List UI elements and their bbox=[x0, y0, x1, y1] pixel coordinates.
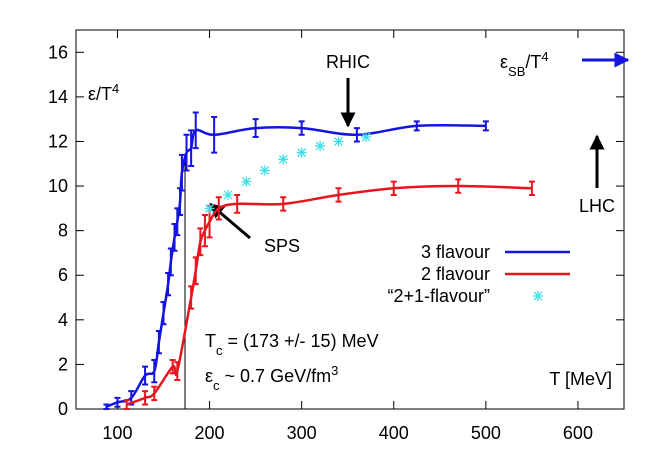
error-bar bbox=[298, 120, 305, 136]
x-tick-label: 100 bbox=[102, 423, 132, 443]
y-axis-title-text: ε/T bbox=[88, 84, 112, 104]
error-bar bbox=[188, 285, 195, 310]
error-bar bbox=[390, 180, 397, 196]
annotation-text: RHIC bbox=[326, 52, 370, 72]
error-bar bbox=[413, 120, 420, 132]
annotation: Tc = (173 +/- 15) MeV bbox=[205, 331, 379, 358]
error-bar bbox=[192, 256, 199, 286]
star-point bbox=[222, 189, 233, 200]
error-bar bbox=[174, 361, 181, 382]
y-axis-title: ε/T4 bbox=[88, 81, 119, 105]
annotation-text: LHC bbox=[579, 196, 615, 216]
star-point bbox=[361, 132, 372, 143]
star-point bbox=[315, 140, 326, 151]
error-bar bbox=[123, 399, 130, 410]
error-bar bbox=[151, 385, 158, 402]
annotation: εc ~ 0.7 GeV/fm3 bbox=[205, 363, 338, 393]
error-bar bbox=[455, 178, 462, 194]
x-tick-label: 600 bbox=[563, 423, 593, 443]
annotation-text: T bbox=[205, 331, 216, 351]
y-tick-label: 2 bbox=[58, 354, 68, 374]
y-axis-title-sup: 4 bbox=[112, 81, 119, 96]
y-tick-label: 8 bbox=[58, 221, 68, 241]
error-bar bbox=[142, 390, 149, 406]
annotation: LHC bbox=[579, 196, 615, 216]
error-bar bbox=[335, 187, 342, 203]
error-bar bbox=[192, 111, 199, 150]
error-bar bbox=[215, 196, 222, 221]
error-bar bbox=[167, 247, 174, 277]
error-bar bbox=[280, 196, 287, 212]
annotation: εSB/T4 bbox=[500, 49, 549, 79]
legend-label: 3 flavour bbox=[421, 242, 490, 262]
error-bar bbox=[211, 115, 218, 154]
error-bar bbox=[528, 180, 535, 196]
error-bar bbox=[183, 133, 190, 172]
y-tick-label: 6 bbox=[58, 265, 68, 285]
star-point bbox=[333, 136, 344, 147]
annotation-text: SPS bbox=[264, 236, 300, 256]
error-bar bbox=[188, 129, 195, 167]
error-bar bbox=[142, 365, 149, 386]
annotation-rest: = (173 +/- 15) MeV bbox=[223, 331, 379, 351]
y-tick-label: 4 bbox=[58, 310, 68, 330]
annotation-text: ε bbox=[205, 366, 213, 386]
annotation-text: ε bbox=[500, 52, 508, 72]
x-tick-label: 200 bbox=[195, 423, 225, 443]
star-point bbox=[278, 154, 289, 165]
annotation-rest: /T bbox=[525, 52, 541, 72]
error-bar bbox=[103, 403, 110, 410]
annotation-rest: ~ 0.7 GeV/fm bbox=[220, 366, 332, 386]
x-tick-label: 300 bbox=[287, 423, 317, 443]
error-bar bbox=[169, 358, 176, 375]
annotation: RHIC bbox=[326, 52, 370, 72]
annotation-sup: 3 bbox=[331, 363, 338, 378]
star-point bbox=[204, 203, 215, 214]
series-line bbox=[105, 123, 486, 408]
star-point bbox=[296, 147, 307, 158]
error-bar bbox=[151, 358, 158, 384]
plot-frame bbox=[75, 29, 625, 410]
x-axis-title: T [MeV] bbox=[549, 369, 612, 389]
annotation-sub: c bbox=[216, 343, 223, 358]
error-bar bbox=[155, 329, 162, 355]
legend-label: 2 flavour bbox=[421, 264, 490, 284]
legend-label: “2+1-flavour” bbox=[387, 286, 490, 306]
error-bar bbox=[160, 300, 167, 326]
error-bar bbox=[197, 227, 204, 257]
annotation-sub: c bbox=[213, 378, 220, 393]
annotation-sub: SB bbox=[508, 64, 525, 79]
y-tick-label: 10 bbox=[48, 176, 68, 196]
error-bar bbox=[252, 118, 259, 139]
y-tick-label: 16 bbox=[48, 42, 68, 62]
star-point bbox=[259, 165, 270, 176]
y-tick-label: 0 bbox=[58, 399, 68, 419]
error-bar bbox=[114, 396, 121, 408]
annotation-sup: 4 bbox=[541, 49, 548, 64]
y-tick-label: 14 bbox=[48, 87, 68, 107]
legend-marker bbox=[533, 291, 543, 301]
annotation: SPS bbox=[264, 236, 300, 256]
error-bar bbox=[234, 193, 241, 214]
error-bar bbox=[201, 214, 208, 248]
error-bar bbox=[482, 120, 489, 132]
y-tick-label: 12 bbox=[48, 131, 68, 151]
x-tick-label: 400 bbox=[379, 423, 409, 443]
x-tick-label: 500 bbox=[471, 423, 501, 443]
error-bar bbox=[178, 153, 185, 192]
star-point bbox=[241, 176, 252, 187]
error-bar bbox=[353, 127, 360, 143]
